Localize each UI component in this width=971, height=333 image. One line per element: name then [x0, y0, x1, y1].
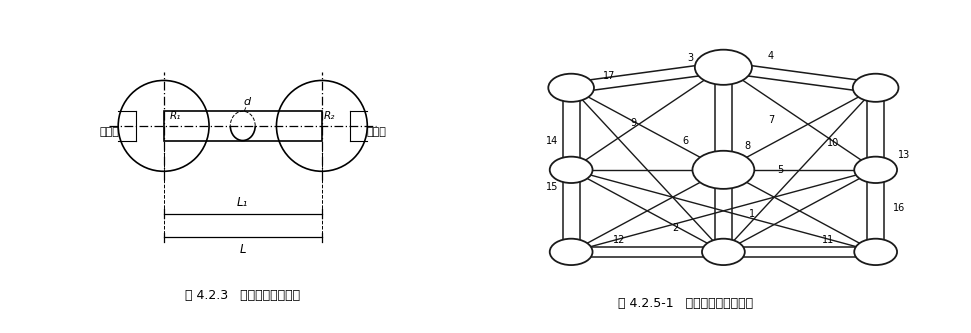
Circle shape: [853, 74, 898, 102]
Circle shape: [702, 239, 745, 265]
Circle shape: [695, 50, 752, 85]
Text: 8: 8: [744, 142, 751, 152]
Text: 空心球: 空心球: [99, 127, 119, 137]
Text: 图 4.2.3   钢管杆件下料长度: 图 4.2.3 钢管杆件下料长度: [185, 289, 300, 302]
Text: 9: 9: [630, 118, 636, 128]
Circle shape: [550, 239, 592, 265]
Circle shape: [550, 157, 592, 183]
Text: 图 4.2.5-1   小单元焊接顺序示意: 图 4.2.5-1 小单元焊接顺序示意: [618, 297, 753, 310]
Text: L₁: L₁: [237, 196, 249, 209]
Text: 1: 1: [749, 209, 755, 219]
Text: 17: 17: [603, 71, 616, 81]
Circle shape: [549, 74, 594, 102]
Text: 7: 7: [768, 115, 774, 125]
Text: 4: 4: [768, 51, 774, 61]
Circle shape: [692, 151, 754, 189]
Text: L: L: [240, 243, 246, 256]
Text: d: d: [244, 97, 251, 107]
Bar: [164, 111, 321, 141]
Text: 15: 15: [546, 182, 558, 192]
Text: 11: 11: [821, 235, 834, 245]
Text: R₁: R₁: [170, 111, 181, 121]
Text: 2: 2: [673, 223, 679, 233]
Circle shape: [854, 157, 897, 183]
Text: 6: 6: [683, 136, 688, 146]
Text: 5: 5: [778, 165, 784, 175]
Text: 12: 12: [613, 235, 625, 245]
Text: 空心球: 空心球: [366, 127, 386, 137]
Text: 13: 13: [898, 150, 911, 160]
Text: R₂: R₂: [323, 111, 335, 121]
Text: 16: 16: [893, 203, 906, 213]
Circle shape: [854, 239, 897, 265]
Text: 10: 10: [826, 139, 839, 149]
Text: 3: 3: [687, 54, 693, 64]
Text: 14: 14: [546, 136, 558, 146]
